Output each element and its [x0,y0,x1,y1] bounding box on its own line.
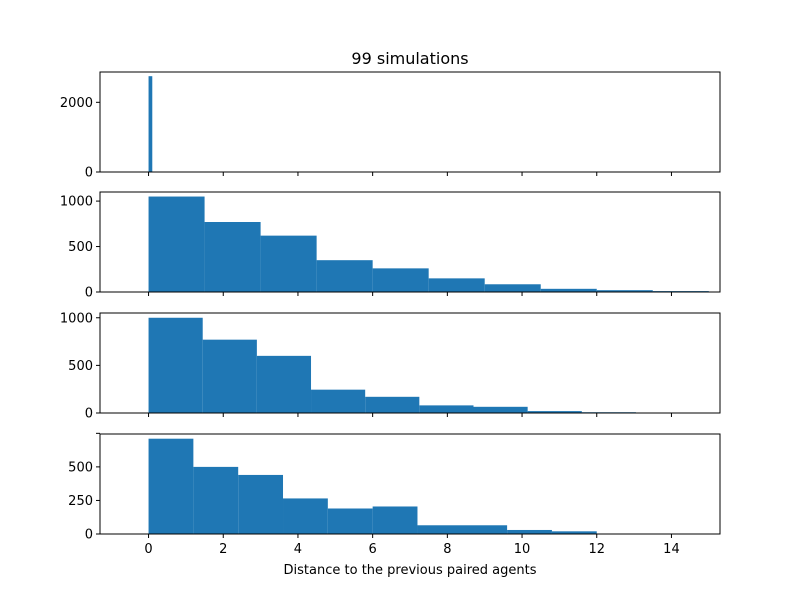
subplot-3-ytick-label-2: 500 [68,359,93,374]
subplot-4-bar-6 [372,506,418,534]
subplot-2-bar-6 [428,278,485,292]
subplot-4-bar-9 [551,531,597,534]
subplot-4-bar-5 [327,508,373,534]
subplot-4-bar-1 [148,438,194,534]
x-axis-label: Distance to the previous paired agents [284,563,537,578]
subplot-3-bar-6 [419,405,474,413]
subplot-3-bar-5 [365,396,420,413]
subplot-3-frame [99,312,721,414]
subplot-1-bar-1 [148,76,153,172]
subplot-4-xtick-label-7: 12 [588,542,605,557]
subplot-4-xtick-label-3: 4 [294,542,302,557]
subplot-3-bar-2 [202,339,257,413]
subplot-3-bar-1 [148,317,203,413]
subplot-2: 0 500 1000 [60,191,721,301]
subplot-4-ytick-label-1: 0 [85,528,93,543]
subplot-4-xtick-label-8: 14 [663,542,680,557]
subplot-1-frame [99,71,721,173]
subplot-4-bar-2 [193,466,239,534]
subplot-3-bar-4 [311,389,366,413]
subplot-4-frame [99,433,721,535]
subplot-3-ytick-label-3: 1000 [60,311,93,326]
subplot-4-bar-3 [238,474,284,534]
subplot-4-bar-8 [507,529,552,534]
subplot-3-bar-7 [473,406,528,413]
subplot-2-ytick-label-3: 1000 [60,195,93,210]
subplot-4: 0 250 500 0 2 4 6 8 10 12 14 [68,432,721,557]
subplot-4-xtick-label-2: 2 [219,542,227,557]
subplot-3-bar-8 [527,411,582,413]
subplot-4-xtick-label-1: 0 [144,542,152,557]
subplot-2-ytick-label-2: 500 [68,240,93,255]
subplot-panels: 0 2000 0 500 1000 0 500 1000 0 250 500 0 2 4 6 8 10 12 14 [60,71,721,557]
subplot-2-ytick-label-1: 0 [85,286,93,301]
subplot-4-ytick-label-3: 500 [68,460,93,475]
subplot-4-ytick-label-2: 250 [68,494,93,509]
subplot-1: 0 2000 [60,71,721,181]
subplot-4-bar-4 [283,498,328,534]
subplot-3-bar-3 [256,355,312,413]
subplot-2-bar-8 [540,288,597,292]
subplot-1-ytick-label-1: 0 [85,166,93,181]
subplot-2-frame [99,191,721,293]
subplot-2-bar-4 [316,260,373,292]
subplot-4-xtick-label-4: 6 [369,542,377,557]
figure-title: 99 simulations [351,49,468,68]
subplot-2-bar-2 [204,222,261,292]
subplot-3: 0 500 1000 [60,311,721,422]
subplot-2-bar-7 [484,284,541,292]
subplot-2-bar-5 [372,268,429,292]
subplot-4-bar-7 [417,525,508,534]
subplot-3-ytick-label-1: 0 [85,407,93,422]
subplot-4-xtick-label-6: 10 [514,542,531,557]
subplot-2-bar-3 [260,235,317,292]
subplot-4-xtick-label-5: 8 [443,542,451,557]
subplot-2-bar-1 [148,196,205,292]
subplot-1-ytick-label-2: 2000 [60,96,93,111]
subplot-2-bar-9 [596,290,653,292]
